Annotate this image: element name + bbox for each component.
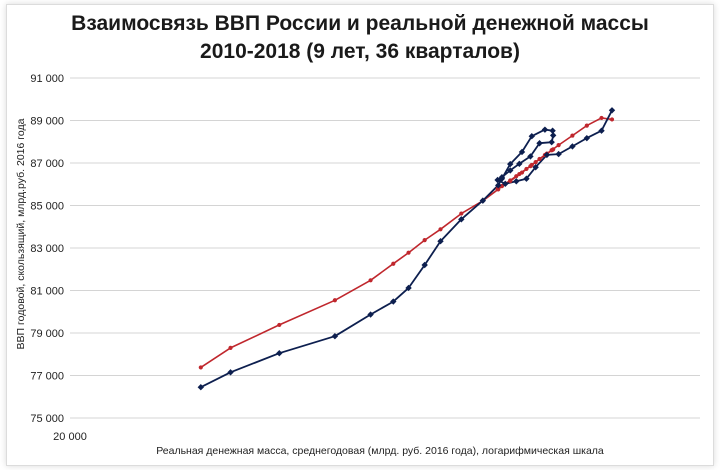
data-point-gdp [523, 175, 530, 182]
data-point-gdp [507, 160, 514, 168]
data-point-gdp [527, 153, 534, 160]
data-point-trend [599, 115, 604, 121]
data-point-gdp [513, 178, 520, 185]
series-markers [197, 107, 616, 391]
chart-title-line2: 2010-2018 (9 лет, 36 кварталов) [200, 40, 520, 63]
y-tick-labels: 75 000 77 000 79 000 81 000 83 000 85 000 87 0… [30, 73, 64, 425]
data-point-gdp [532, 164, 539, 171]
y-tick-label: 75 000 [30, 413, 64, 425]
data-point-trend [406, 250, 411, 255]
data-point-trend [570, 133, 575, 138]
data-point-trend [422, 238, 427, 243]
data-point-gdp [421, 261, 428, 269]
data-point-trend [228, 345, 233, 350]
data-point-gdp [536, 140, 543, 147]
y-tick-label: 87 000 [30, 158, 64, 170]
data-point-gdp [498, 174, 506, 181]
y-tick-label: 85 000 [30, 201, 64, 213]
data-point-gdp [494, 176, 501, 184]
data-point-trend [438, 227, 443, 232]
data-point-gdp [549, 127, 556, 134]
data-point-gdp [390, 298, 397, 305]
data-point-gdp [276, 349, 283, 357]
data-point-gdp [458, 216, 465, 223]
data-point-gdp [608, 107, 616, 114]
data-point-gdp [502, 180, 509, 188]
data-point-gdp [197, 383, 205, 391]
data-point-trend [332, 298, 337, 303]
data-point-trend [533, 160, 538, 165]
data-point-trend [508, 178, 513, 183]
y-tick-label: 79 000 [30, 328, 64, 340]
y-tick-label: 81 000 [30, 286, 64, 298]
data-point-trend [556, 143, 561, 148]
data-point-gdp [227, 369, 234, 376]
data-point-gdp [507, 167, 514, 174]
data-point-gdp [528, 133, 535, 140]
data-point-gdp [518, 148, 526, 156]
data-point-trend [537, 156, 542, 162]
data-point-trend [549, 148, 554, 153]
data-point-gdp [549, 132, 557, 139]
data-point-trend [517, 171, 522, 177]
data-point-trend [391, 261, 396, 266]
data-point-gdp [583, 134, 591, 142]
gridlines [70, 77, 700, 419]
data-point-trend [368, 278, 373, 283]
x-tick-label: 20 000 [53, 431, 87, 443]
data-point-gdp [437, 238, 444, 245]
data-point-trend [584, 123, 589, 128]
data-point-trend [609, 117, 615, 122]
data-point-trend [524, 166, 529, 172]
data-point-gdp [569, 143, 576, 150]
data-point-gdp [479, 197, 487, 204]
y-tick-label: 83 000 [30, 243, 64, 255]
chart-frame [6, 4, 714, 466]
data-point-trend [277, 322, 282, 328]
data-point-trend [459, 211, 464, 216]
chart-title: Взаимосвязь ВВП России и реальной денежн… [0, 10, 720, 66]
data-point-gdp [548, 138, 555, 146]
data-point-gdp [405, 284, 412, 292]
chart-title-line1: Взаимосвязь ВВП России и реальной денежн… [71, 12, 649, 35]
data-point-trend [198, 365, 203, 370]
y-tick-label: 89 000 [30, 116, 64, 128]
x-axis-label: Реальная денежная масса, среднегодовая (… [156, 445, 604, 457]
data-point-gdp [598, 127, 605, 134]
data-point-gdp [541, 126, 549, 133]
y-axis-label: ВВП годовой, скользящий, млрд.руб. 2016 … [15, 118, 27, 349]
data-point-gdp [555, 150, 562, 158]
y-tick-label: 91 000 [30, 73, 64, 85]
data-point-gdp [331, 332, 339, 340]
data-point-gdp [495, 182, 502, 189]
data-point-gdp [516, 160, 523, 168]
data-point-gdp [367, 311, 374, 318]
data-point-trend [514, 174, 519, 179]
data-point-trend [528, 164, 533, 169]
data-point-gdp [543, 151, 551, 159]
y-tick-label: 77 000 [30, 371, 64, 383]
